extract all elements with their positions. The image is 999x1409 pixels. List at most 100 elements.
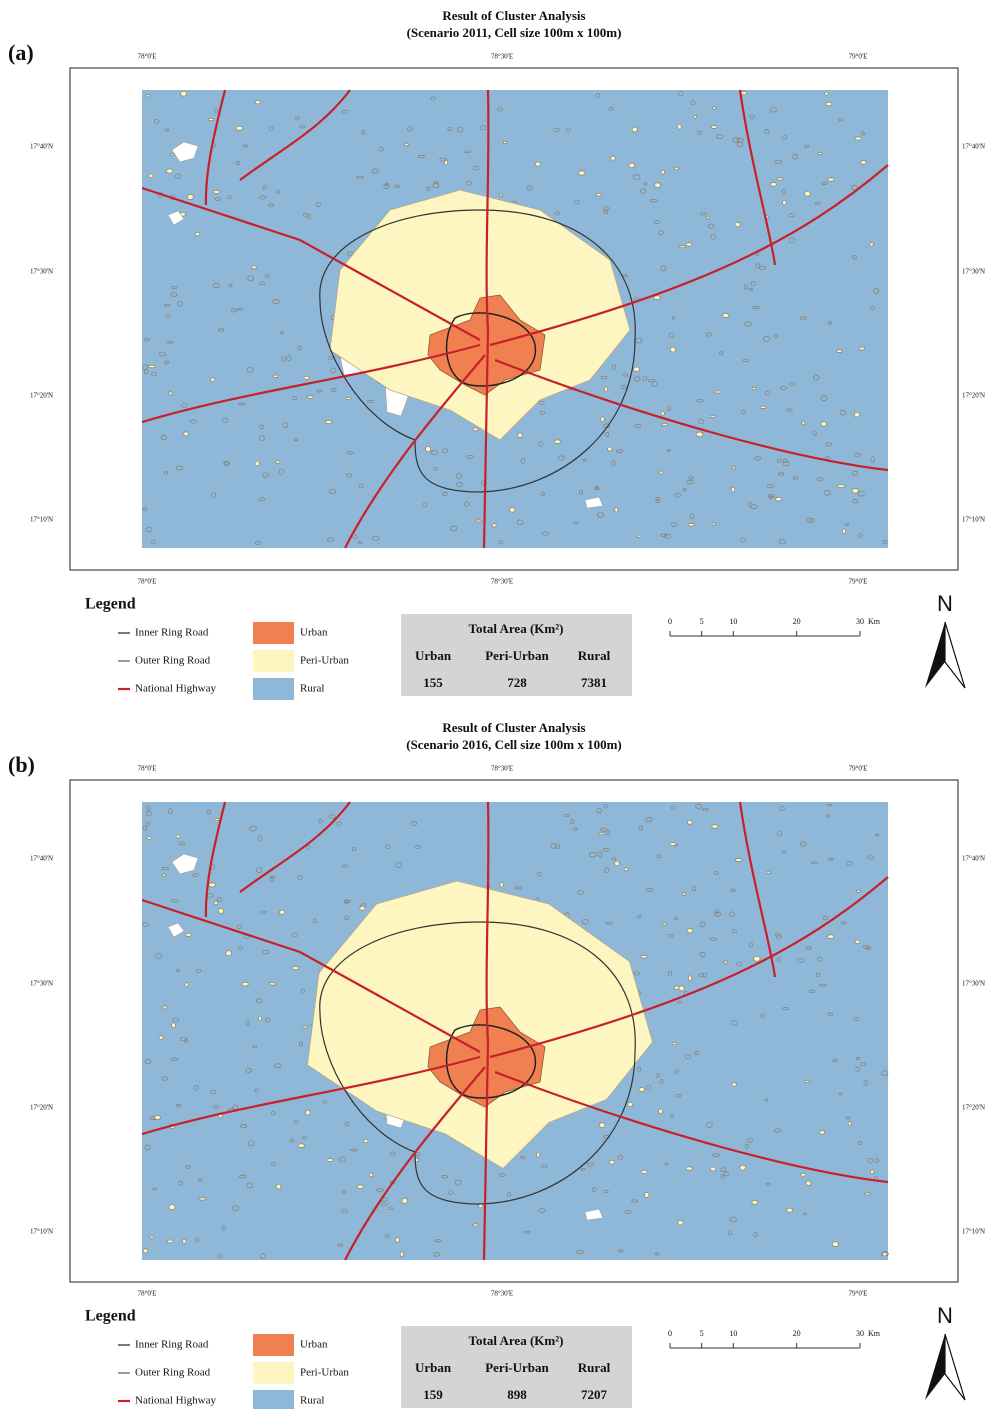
settlement-patch xyxy=(184,432,188,436)
latitude-label: 17°20'N xyxy=(30,1104,53,1112)
latitude-label: 17°10'N xyxy=(962,1228,985,1236)
settlement-patch xyxy=(209,883,216,887)
settlement-patch xyxy=(711,126,716,129)
north-arrow-left xyxy=(925,1334,945,1400)
settlement-patch xyxy=(806,1181,811,1186)
settlement-patch xyxy=(596,193,601,196)
legend-label: Peri-Urban xyxy=(300,655,349,667)
longitude-label: 79°0'E xyxy=(849,578,868,586)
settlement-patch xyxy=(405,143,409,146)
latitude-label: 17°40'N xyxy=(30,143,53,151)
settlement-patch xyxy=(714,391,721,393)
settlement-patch xyxy=(678,1220,683,1224)
settlement-patch xyxy=(696,432,703,437)
settlement-patch xyxy=(642,1170,648,1173)
area-table-title: Total Area (Km²) xyxy=(469,1333,564,1348)
settlement-patch xyxy=(732,466,735,469)
latitude-label: 17°10'N xyxy=(30,516,53,524)
area-table-value: 898 xyxy=(507,1387,527,1402)
settlement-patch xyxy=(186,933,192,936)
settlement-patch xyxy=(688,820,693,824)
settlement-patch xyxy=(639,1088,645,1092)
settlement-patch xyxy=(804,191,810,196)
latitude-label: 17°40'N xyxy=(30,855,53,863)
settlement-patch xyxy=(143,1249,147,1253)
longitude-label: 78°0'E xyxy=(138,53,157,61)
settlement-patch xyxy=(686,243,692,246)
settlement-patch xyxy=(710,1167,716,1171)
settlement-patch xyxy=(713,107,716,110)
settlement-patch xyxy=(637,535,641,537)
settlement-patch xyxy=(783,200,787,205)
settlement-patch xyxy=(821,422,827,427)
legend-label: Urban xyxy=(300,627,328,639)
settlement-patch xyxy=(599,833,604,835)
scale-label: 20 xyxy=(793,1329,801,1338)
settlement-patch xyxy=(805,1080,810,1082)
settlement-patch xyxy=(735,223,740,227)
settlement-patch xyxy=(503,141,507,143)
scale-label: 20 xyxy=(793,617,801,626)
settlement-patch xyxy=(357,1185,363,1189)
settlement-patch xyxy=(218,908,224,913)
settlement-patch xyxy=(252,266,257,269)
settlement-patch xyxy=(609,1160,614,1164)
settlement-patch xyxy=(167,169,173,173)
longitude-label: 79°0'E xyxy=(849,765,868,773)
settlement-patch xyxy=(707,216,710,219)
settlement-patch xyxy=(740,1165,746,1170)
area-table-value: 155 xyxy=(423,675,443,690)
scale-label: 10 xyxy=(729,617,737,626)
settlement-patch xyxy=(171,153,174,155)
latitude-label: 17°40'N xyxy=(962,855,985,863)
area-table-header: Peri-Urban xyxy=(485,648,549,663)
settlement-patch xyxy=(837,350,842,353)
settlement-patch xyxy=(304,376,309,379)
settlement-patch xyxy=(214,819,219,821)
settlement-patch xyxy=(675,167,679,170)
legend-label: Urban xyxy=(300,1339,328,1351)
area-table-title: Total Area (Km²) xyxy=(469,621,564,636)
settlement-patch xyxy=(236,126,243,130)
settlement-patch xyxy=(208,118,213,120)
panel-label: (b) xyxy=(8,752,35,777)
settlement-patch xyxy=(632,127,637,132)
settlement-patch xyxy=(662,423,667,425)
settlement-patch xyxy=(273,375,278,378)
longitude-label: 79°0'E xyxy=(849,1290,868,1298)
settlement-patch xyxy=(654,296,661,300)
settlement-patch xyxy=(661,411,664,416)
settlement-patch xyxy=(754,956,761,961)
settlement-patch xyxy=(629,163,635,168)
legend-label: Rural xyxy=(300,1395,324,1407)
settlement-patch xyxy=(369,1173,372,1177)
settlement-patch xyxy=(149,174,153,178)
north-label: N xyxy=(937,1303,953,1328)
legend-swatch xyxy=(253,650,294,672)
latitude-label: 17°20'N xyxy=(962,392,985,400)
legend-swatch xyxy=(253,678,294,700)
settlement-patch xyxy=(255,461,260,466)
panel-label: (a) xyxy=(8,40,34,65)
longitude-label: 78°0'E xyxy=(138,1290,157,1298)
settlement-patch xyxy=(615,507,618,512)
settlement-patch xyxy=(298,1144,305,1148)
settlement-patch xyxy=(722,313,728,317)
settlement-patch xyxy=(199,1198,206,1200)
settlement-patch xyxy=(213,190,220,193)
settlement-patch xyxy=(554,440,561,444)
settlement-patch xyxy=(146,95,151,97)
settlement-patch xyxy=(741,91,747,94)
settlement-patch xyxy=(292,967,298,970)
settlement-patch xyxy=(195,232,199,235)
settlement-patch xyxy=(599,1123,604,1128)
north-arrow-right xyxy=(945,1334,965,1400)
settlement-patch xyxy=(760,406,766,408)
settlement-patch xyxy=(279,910,284,914)
settlement-patch xyxy=(688,976,691,981)
longitude-label: 78°0'E xyxy=(138,578,157,586)
legend-swatch xyxy=(253,622,294,644)
settlement-patch xyxy=(842,529,845,534)
settlement-patch xyxy=(682,892,685,895)
settlement-patch xyxy=(828,178,834,182)
